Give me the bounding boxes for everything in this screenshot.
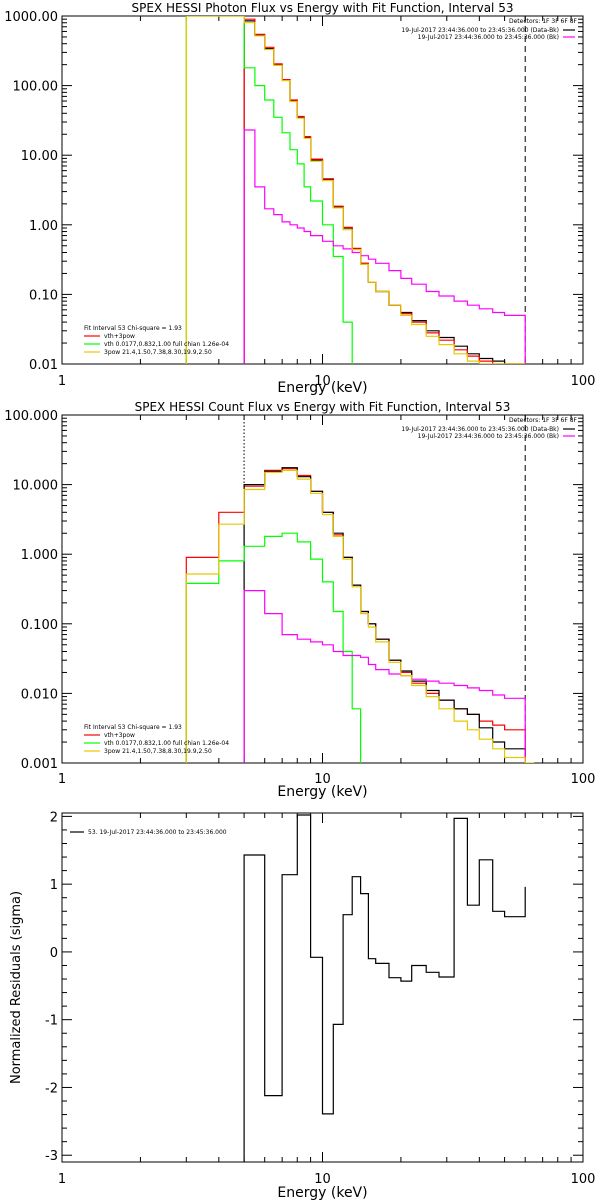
y-tick-label: 100.000 [4, 409, 58, 424]
legend-entry: 3pow 21.4,1.50,7.38,8.30,19.9,2.50 [104, 748, 212, 755]
x-tick-label: 10 [314, 1172, 331, 1187]
legend-entry: vth 0.0177,0.832,1.00 full chian 1.26e-0… [104, 341, 229, 348]
series-line-4 [243, 590, 526, 763]
series-line-4 [243, 129, 526, 364]
y-tick-label: 0.001 [21, 757, 58, 772]
chart-title: SPEX HESSI Count Flux vs Energy with Fit… [135, 400, 511, 414]
legend-entry: 53. 19-Jul-2017 23:44:36.000 to 23:45:36… [88, 829, 227, 836]
series-line-2 [243, 18, 526, 364]
x-tick-label: 1 [58, 374, 66, 389]
y-tick-label: 0.010 [21, 687, 58, 702]
plot-frame [61, 414, 584, 764]
series-line-1 [243, 20, 526, 364]
legend-header: Fit Interval 53 Chi-square = 1.93 [84, 325, 182, 332]
y-tick-label: 1.000 [21, 548, 58, 563]
legend-header: Fit Interval 53 Chi-square = 1.93 [84, 724, 182, 731]
x-tick-label: 100 [571, 1172, 596, 1187]
detectors-label: Detectors: 1F 3F 6F 8F [509, 417, 578, 424]
x-axis-label: Energy (keV) [277, 1185, 367, 1200]
y-tick-label: 100.00 [13, 80, 59, 95]
chart-panel-1: SPEX HESSI Photon Flux vs Energy with Fi… [4, 1, 595, 396]
series-line-2 [243, 467, 526, 763]
series-line-3 [185, 16, 353, 364]
legend-entry: vth+3pow [104, 732, 135, 739]
chart-panel-3: 1 10 100 -3 -2 -1 0 1 2 Energy (keV) Normalized Re… [9, 810, 595, 1200]
series-group [243, 814, 526, 1162]
series-line-3 [185, 532, 362, 763]
chart-panel-2: SPEX HESSI Count Flux vs Energy with Fit… [4, 400, 595, 800]
info-line: 19-Jul-2017 23:44:36.000 to 23:45:36.000… [401, 426, 559, 433]
x-tick-label: 100 [571, 772, 596, 787]
series-line-5 [185, 469, 535, 763]
x-tick-label: 10 [314, 772, 331, 787]
plot-frame [61, 15, 584, 365]
y-tick-label: 0.01 [29, 358, 58, 373]
y-tick-label: 10.00 [21, 149, 58, 164]
y-tick-label: 1000.00 [4, 10, 58, 25]
series-line-5 [185, 16, 526, 364]
y-tick-label: 0 [50, 946, 58, 961]
legend-entry: 3pow 21.4,1.50,7.38,8.30,19.9,2.50 [104, 349, 212, 356]
info-line: 19-Jul-2017 23:44:36.000 to 23:45:36.000… [418, 34, 559, 41]
y-tick-label: 1 [50, 878, 58, 893]
x-tick-label: 100 [571, 374, 596, 389]
y-tick-label: -1 [45, 1014, 58, 1029]
y-tick-label: -3 [45, 1149, 58, 1164]
y-tick-label: 10.000 [13, 479, 59, 494]
info-line: 19-Jul-2017 23:44:36.000 to 23:45:36.000… [401, 27, 559, 34]
y-tick-label: 0.100 [21, 618, 58, 633]
series-group [185, 467, 535, 763]
legend-entry: vth+3pow [104, 333, 135, 340]
series-line-1 [185, 468, 526, 763]
x-tick-label: 10 [314, 374, 331, 389]
series-line-1 [243, 814, 526, 1162]
series-group [185, 16, 526, 364]
y-tick-label: 0.10 [29, 288, 58, 303]
detectors-label: Detectors: 1F 3F 6F 8F [509, 18, 578, 25]
chart-title: SPEX HESSI Photon Flux vs Energy with Fi… [132, 1, 514, 15]
y-tick-label: 1.00 [29, 219, 58, 234]
legend-entry: vth 0.0177,0.832,1.00 full chian 1.26e-0… [104, 740, 229, 747]
x-axis-label: Energy (keV) [277, 380, 367, 396]
x-tick-label: 1 [58, 1172, 66, 1187]
x-tick-label: 1 [58, 772, 66, 787]
y-axis-label: Normalized Residuals (sigma) [9, 891, 24, 1084]
x-axis-label: Energy (keV) [277, 784, 367, 800]
y-tick-label: 2 [50, 810, 58, 825]
y-tick-label: -2 [45, 1081, 58, 1096]
info-line: 19-Jul-2017 23:44:36.000 to 23:45:36.000… [418, 433, 559, 440]
